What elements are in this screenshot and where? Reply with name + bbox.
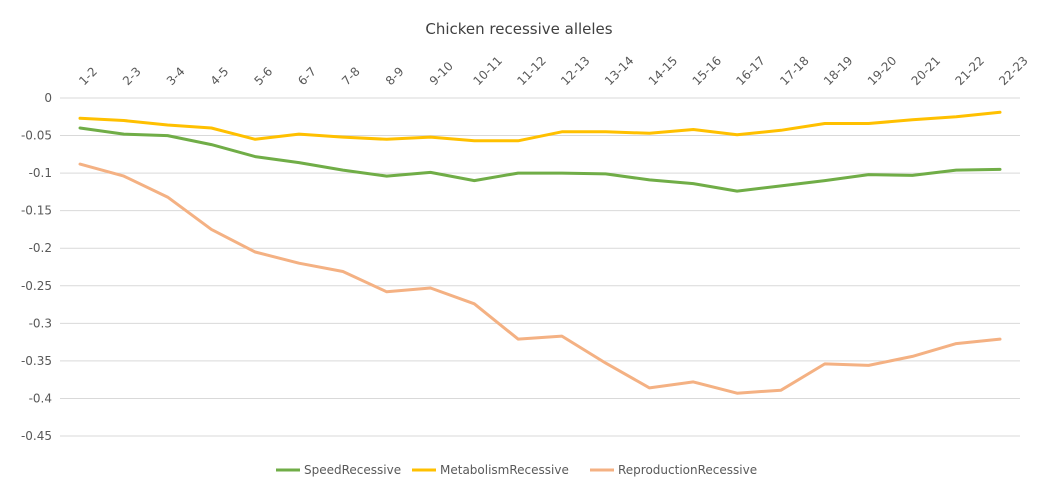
x-tick-label: 10-11 [471,54,506,89]
x-tick-label: 15-16 [690,54,725,89]
x-tick-label: 6-7 [295,64,319,88]
x-tick-label: 7-8 [339,64,363,88]
x-tick-label: 14-15 [646,54,681,89]
x-tick-label: 13-14 [602,54,637,89]
x-tick-label: 17-18 [777,54,812,89]
legend-label: SpeedRecessive [304,463,401,477]
y-tick-label: -0.4 [29,391,52,405]
x-tick-label: 21-22 [952,54,987,89]
legend-label: ReproductionRecessive [618,463,757,477]
x-tick-label: 3-4 [164,64,188,88]
x-tick-label: 20-21 [909,54,944,89]
y-tick-label: -0.45 [21,429,52,443]
x-tick-label: 9-10 [427,59,456,88]
x-tick-label: 5-6 [251,64,275,88]
x-tick-label: 1-2 [76,64,100,88]
y-tick-label: 0 [44,91,52,105]
y-tick-label: -0.25 [21,279,52,293]
x-tick-label: 4-5 [208,64,232,88]
x-tick-label: 22-23 [996,54,1031,89]
legend: SpeedRecessive MetabolismRecessive Reprodu… [276,463,757,477]
y-tick-label: -0.1 [29,166,52,180]
y-tick-label: -0.05 [21,129,52,143]
y-axis-ticks: 0 -0.05 -0.1 -0.15 -0.2 -0.25 -0.3 -0.35 -0.4 -0.… [21,91,52,443]
y-tick-label: -0.15 [21,204,52,218]
legend-item: MetabolismRecessive [412,463,569,477]
series-line-speedrecessive [78,126,1002,193]
x-tick-label: 8-9 [383,64,407,88]
legend-item: SpeedRecessive [276,463,401,477]
legend-label: MetabolismRecessive [440,463,569,477]
x-tick-label: 2-3 [120,64,144,88]
x-tick-label: 16-17 [733,54,768,89]
legend-item: ReproductionRecessive [590,463,757,477]
series-line-metabolismrecessive [78,110,1002,143]
y-tick-label: -0.3 [29,316,52,330]
gridlines [60,97,1020,437]
series-lines [78,110,1002,395]
y-tick-label: -0.35 [21,354,52,368]
x-tick-label: 12-13 [558,54,593,89]
x-tick-label: 19-20 [865,54,900,89]
y-tick-label: -0.2 [29,241,52,255]
x-tick-label: 18-19 [821,54,856,89]
x-tick-label: 11-12 [514,54,549,89]
x-axis-ticks: 1-2 2-3 3-4 4-5 5-6 6-7 7-8 8-9 9-10 10-11 11-12 12… [76,54,1031,89]
series-line-reproductionrecessive [78,162,1002,395]
chart-title: Chicken recessive alleles [425,20,612,38]
